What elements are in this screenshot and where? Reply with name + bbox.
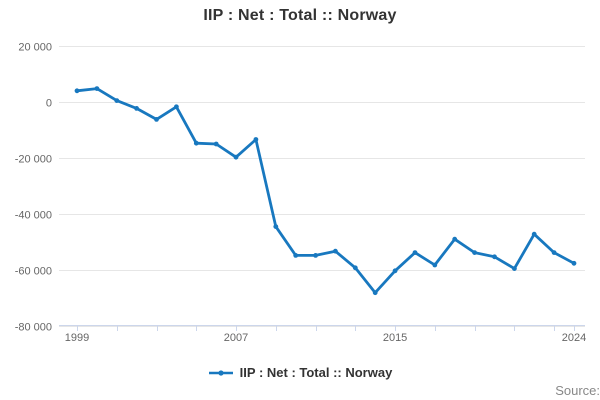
x-axis-tick-label: 2015: [383, 332, 407, 344]
y-axis-labels: 20 000 0 -20 000 -40 000 -60 000 -80 000: [15, 42, 52, 334]
y-axis-tick-label: 0: [46, 98, 52, 110]
data-point-marker[interactable]: [531, 231, 537, 237]
data-point-marker[interactable]: [432, 262, 438, 268]
data-point-marker[interactable]: [352, 265, 358, 271]
data-point-marker[interactable]: [392, 268, 398, 274]
y-gridlines: [59, 46, 585, 327]
x-axis-tick-label: 2007: [224, 332, 248, 344]
data-point-marker[interactable]: [372, 290, 378, 296]
data-point-marker[interactable]: [293, 253, 299, 258]
data-point-marker[interactable]: [174, 104, 179, 110]
data-point-marker[interactable]: [333, 248, 338, 254]
line-chart-plot-area: 20 000 0 -20 000 -40 000 -60 000 -80 000 1999 2…: [15, 42, 587, 345]
legend[interactable]: IIP : Net : Total :: Norway: [0, 365, 600, 380]
data-point-marker[interactable]: [94, 86, 100, 91]
data-point-marker[interactable]: [233, 154, 239, 160]
data-point-marker[interactable]: [213, 141, 219, 147]
chart-title: IIP : Net : Total :: Norway: [203, 7, 397, 24]
y-axis-tick-label: -60 000: [15, 266, 52, 278]
y-axis-tick-label: 20 000: [18, 42, 52, 54]
x-axis-tick-label: 1999: [65, 332, 89, 344]
data-point-marker[interactable]: [253, 137, 259, 142]
data-series-line[interactable]: [75, 87, 576, 295]
data-point-marker[interactable]: [134, 106, 140, 111]
data-point-marker[interactable]: [512, 266, 517, 271]
data-point-marker[interactable]: [452, 236, 458, 242]
y-axis-tick-label: -40 000: [15, 210, 52, 222]
x-axis-tick-label: 2024: [562, 332, 586, 344]
y-axis-tick-label: -20 000: [15, 154, 52, 166]
x-axis: [59, 325, 585, 331]
data-point-marker[interactable]: [571, 260, 577, 266]
data-point-marker[interactable]: [412, 250, 418, 256]
data-point-marker[interactable]: [74, 88, 80, 94]
x-axis-labels: 1999 2007 2015 2024: [65, 332, 586, 344]
data-points[interactable]: [74, 86, 577, 296]
data-point-marker[interactable]: [114, 98, 120, 103]
data-point-marker[interactable]: [492, 254, 497, 260]
source-label: Source:: [555, 383, 600, 398]
data-point-marker[interactable]: [273, 224, 279, 230]
data-point-marker[interactable]: [193, 140, 199, 146]
data-point-marker[interactable]: [154, 117, 159, 122]
data-point-marker[interactable]: [472, 250, 477, 256]
y-axis-tick-label: -80 000: [15, 322, 52, 334]
data-point-marker[interactable]: [313, 253, 318, 258]
legend-line-marker-icon: [208, 369, 233, 376]
legend-series-label: IIP : Net : Total :: Norway: [239, 365, 393, 380]
data-point-marker[interactable]: [551, 250, 557, 256]
